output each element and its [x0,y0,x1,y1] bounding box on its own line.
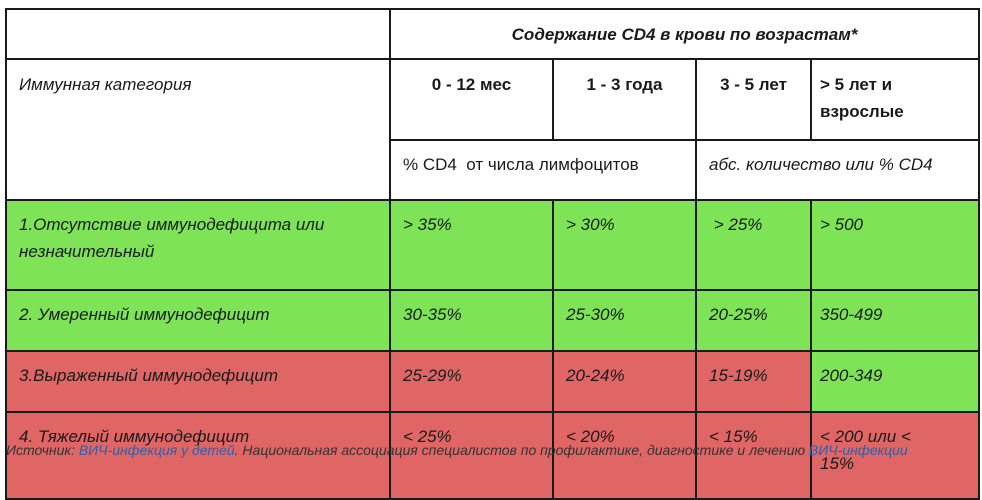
footnote-middle: . Национальная ассоциация специалистов п… [234,442,809,458]
category-header: Иммунная категория [5,58,391,201]
category-cell: 2. Умеренный иммунодефицит [5,289,391,352]
footnote-link-hiv[interactable]: ВИЧ-инфекции [808,442,908,458]
source-footnote: Источник: ВИЧ-инфекция у детей. Национал… [6,441,908,459]
unit-header-row: % CD4 от числа лимфоцитов абс. количеств… [6,139,981,201]
unit-header-absolute: абс. количество или % CD4 [694,139,981,201]
value-cell: 25-29% [389,350,554,413]
age-column-3-5y: 3 - 5 лет [695,58,812,141]
value-cell: 15-19% [695,350,812,413]
unit-header-percent: % CD4 от числа лимфоцитов [389,139,697,201]
category-cell: 3.Выраженный иммунодефицит [5,350,391,413]
empty-corner-cell [5,8,391,60]
value-cell: > 25% [695,199,812,291]
value-cell: 25-30% [552,289,697,352]
cd4-immune-category-table: Содержание CD4 в крови по возрастам* Имм… [5,8,981,500]
value-cell: 350-499 [809,289,981,352]
age-header-row: Иммунная категория 0 - 12 мес 1 - 3 года… [5,58,981,201]
table-row: 2. Умеренный иммунодефицит 30-35% 25-30%… [5,289,981,352]
age-column-1-3y: 1 - 3 года [552,58,697,141]
age-column-0-12m: 0 - 12 мес [389,58,554,141]
group-header: Содержание CD4 в крови по возрастам* [388,8,981,60]
footnote-prefix: Источник: [6,442,79,458]
table-row: 3.Выраженный иммунодефицит 25-29% 20-24%… [5,350,981,413]
value-cell: 20-24% [552,350,697,413]
table-row: 1.Отсутствие иммунодефицита или незначит… [5,199,981,291]
value-cell: > 30% [552,199,697,291]
value-cell: 200-349 [809,350,981,413]
value-cell: 30-35% [389,289,554,352]
value-cell: 20-25% [695,289,812,352]
group-header-row: Содержание CD4 в крови по возрастам* [5,8,981,60]
category-cell: 1.Отсутствие иммунодефицита или незначит… [5,199,391,291]
value-cell: > 35% [389,199,554,291]
age-column-5y-adults: > 5 лет и взрослые [809,58,981,141]
footnote-link-hiv-children[interactable]: ВИЧ-инфекция у детей [78,442,235,458]
value-cell: > 500 [809,199,981,291]
